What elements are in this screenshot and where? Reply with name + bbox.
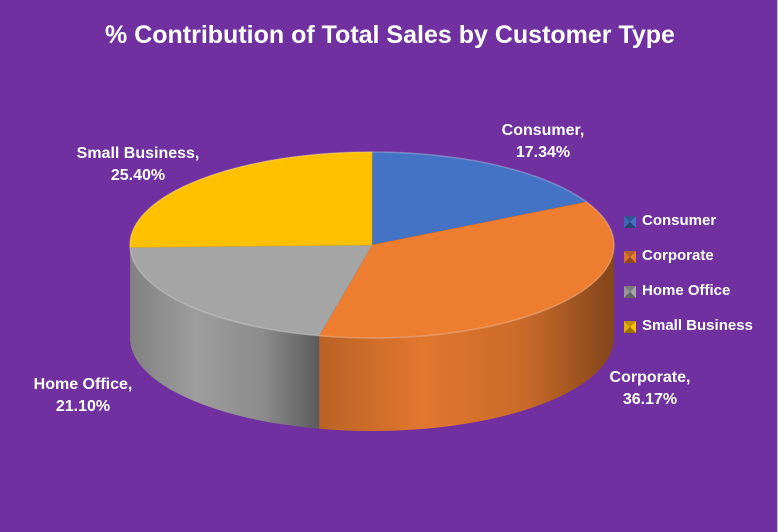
pie-slice-corporate xyxy=(318,201,615,339)
legend-swatch-corporate xyxy=(624,250,636,263)
data-label-home-office-name: Home Office, xyxy=(33,376,133,393)
legend-swatch-small-business xyxy=(624,320,636,333)
data-label-corporate-value: 36.17% xyxy=(622,391,678,408)
data-label-small-business: Small Business, 25.40% xyxy=(58,143,218,187)
data-label-corporate-name: Corporate, xyxy=(609,369,691,386)
data-label-small-business-value: 25.40% xyxy=(110,167,166,184)
pie-side-corporate xyxy=(319,245,614,431)
pie-slice-small-business xyxy=(129,151,373,248)
pie-side-home-office xyxy=(130,247,320,429)
chart-title: % Contribution of Total Sales by Custome… xyxy=(105,21,675,49)
data-label-consumer: Consumer, 17.34% xyxy=(478,120,608,164)
legend-label-consumer: Consumer xyxy=(642,212,717,229)
data-label-corporate: Corporate, 36.17% xyxy=(585,367,715,411)
pie-slice-consumer xyxy=(371,151,588,246)
data-label-home-office: Home Office, 21.10% xyxy=(18,374,148,418)
legend-item-home-office: Home Office xyxy=(624,273,753,308)
legend-item-small-business: Small Business xyxy=(624,308,753,343)
data-label-small-business-name: Small Business, xyxy=(76,145,200,162)
legend-item-corporate: Corporate xyxy=(624,238,753,273)
pie-rim xyxy=(129,151,615,339)
legend-label-small-business: Small Business xyxy=(642,317,753,334)
pie-slice-home-office xyxy=(129,244,373,337)
legend-item-consumer: Consumer xyxy=(624,203,753,238)
legend-swatch-home-office xyxy=(624,285,636,298)
data-label-home-office-value: 21.10% xyxy=(55,398,111,415)
legend-swatch-consumer xyxy=(624,215,636,228)
data-label-consumer-name: Consumer, xyxy=(501,122,585,139)
legend-label-home-office: Home Office xyxy=(642,282,731,299)
legend: Consumer Corporate Home Office Small Bus… xyxy=(624,203,753,343)
legend-label-corporate: Corporate xyxy=(642,247,714,264)
data-label-consumer-value: 17.34% xyxy=(515,144,571,161)
